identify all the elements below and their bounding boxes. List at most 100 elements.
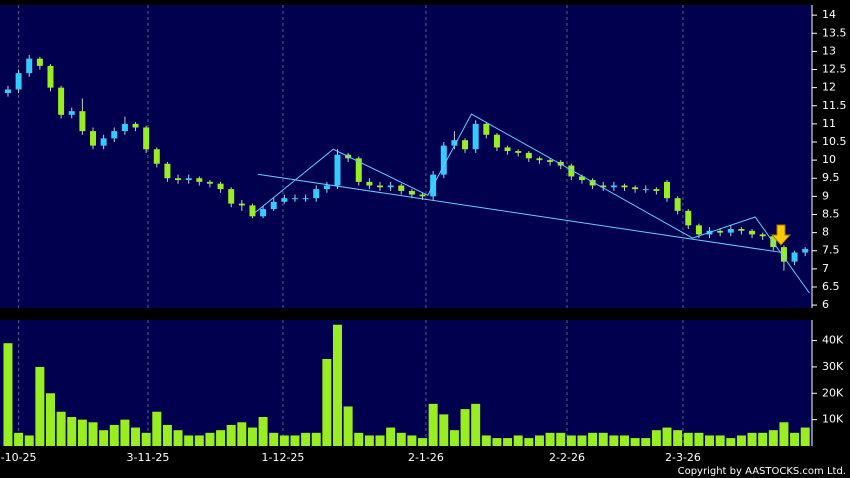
volume-bar (577, 435, 587, 446)
candle-body (408, 190, 415, 195)
volume-bar (683, 432, 693, 446)
volume-bar (758, 432, 768, 446)
copyright: Copyright by AASTOCKS.com Ltd. (678, 466, 846, 477)
candle-body (780, 247, 787, 262)
volume-bar (598, 432, 608, 446)
volume-bar (332, 324, 342, 446)
volume-bar (428, 403, 438, 446)
candle-body (68, 111, 75, 115)
candle-body (727, 228, 734, 233)
candle-body (100, 138, 107, 146)
y-tick-label: 7 (822, 262, 829, 275)
volume-bar (471, 403, 481, 446)
candle-body (387, 185, 394, 188)
candle-body (58, 87, 65, 115)
volume-bar (14, 432, 24, 446)
candle-body (366, 181, 373, 186)
volume-bar (641, 438, 651, 446)
x-tick-label: 3-11-25 (126, 451, 169, 464)
candle-body (153, 149, 160, 164)
candle-body (578, 176, 585, 181)
volume-bar (88, 422, 98, 446)
y-tick-label: 10K (822, 413, 844, 426)
y-tick-label: 14 (822, 8, 836, 21)
candle-body (260, 209, 267, 217)
y-tick-label: 11 (822, 117, 836, 130)
candle-body (653, 189, 660, 191)
volume-bar (503, 438, 513, 446)
candle-body (642, 189, 649, 191)
candle-body (26, 58, 33, 74)
volume-bar (524, 438, 534, 446)
candle-body (302, 198, 309, 200)
candle-body (536, 158, 543, 161)
volume-bar (226, 424, 236, 446)
volume-bar (269, 432, 279, 446)
candle-body (462, 140, 469, 150)
volume-bar (343, 406, 353, 446)
candle-body (164, 163, 171, 179)
volume-bar (247, 427, 257, 446)
trend-line (257, 173, 780, 253)
volume-bar (705, 435, 715, 446)
volume-bar (131, 427, 141, 446)
x-tick-label: 1-12-25 (261, 451, 304, 464)
candle-body (717, 230, 724, 233)
volume-bar (109, 424, 119, 446)
x-tick-label: -10-25 (1, 451, 37, 464)
volume-bar (736, 435, 746, 446)
volume-bar (258, 417, 268, 446)
y-tick-label: 13 (822, 44, 836, 57)
volume-bar (449, 430, 459, 446)
candle-body (759, 234, 766, 237)
volume-bar (418, 438, 428, 446)
candle-body (600, 185, 607, 188)
volume-bar (556, 432, 566, 446)
volume-bar (779, 422, 789, 446)
candle-body (377, 185, 384, 188)
volume-bar (3, 343, 13, 446)
volume-bar (120, 419, 130, 446)
candle-body (291, 198, 298, 200)
candle-body (515, 151, 522, 153)
candle-body (323, 185, 330, 190)
volume-bar (237, 422, 247, 446)
y-tick-label: 12.5 (822, 63, 847, 76)
candle-body (589, 180, 596, 186)
volume-bar (481, 435, 491, 446)
volume-bar (407, 435, 417, 446)
volume-bar (322, 359, 332, 446)
volume-bar (205, 432, 215, 446)
candle-body (281, 198, 288, 202)
volume-bar (396, 432, 406, 446)
candle-body (525, 152, 532, 159)
candle-body (79, 111, 86, 132)
volume-bar (630, 438, 640, 446)
candle-body (749, 230, 756, 235)
candle-body (472, 123, 479, 150)
volume-bar (609, 435, 619, 446)
volume-bar (619, 435, 629, 446)
candle-body (36, 58, 43, 66)
volume-bar (375, 435, 385, 446)
y-tick-label: 11.5 (822, 99, 847, 112)
candle-body (621, 185, 628, 188)
volume-bar (364, 435, 374, 446)
trend-line (254, 113, 810, 294)
volume-bar (726, 438, 736, 446)
y-tick-label: 6 (822, 298, 829, 311)
candle-body (4, 89, 11, 94)
y-tick-label: 9.5 (822, 171, 840, 184)
candle-body (685, 210, 692, 226)
volume-bar (694, 432, 704, 446)
volume-bar (162, 424, 172, 446)
y-tick-label: 13.5 (822, 26, 847, 39)
volume-bar (800, 427, 810, 446)
y-tick-label: 7.5 (822, 244, 840, 257)
volume-bar (290, 435, 300, 446)
y-tick-label: 40K (822, 334, 844, 347)
y-tick-label: 10 (822, 153, 836, 166)
candle-body (121, 123, 128, 132)
volume-bar (279, 435, 289, 446)
candle-body (15, 73, 22, 90)
